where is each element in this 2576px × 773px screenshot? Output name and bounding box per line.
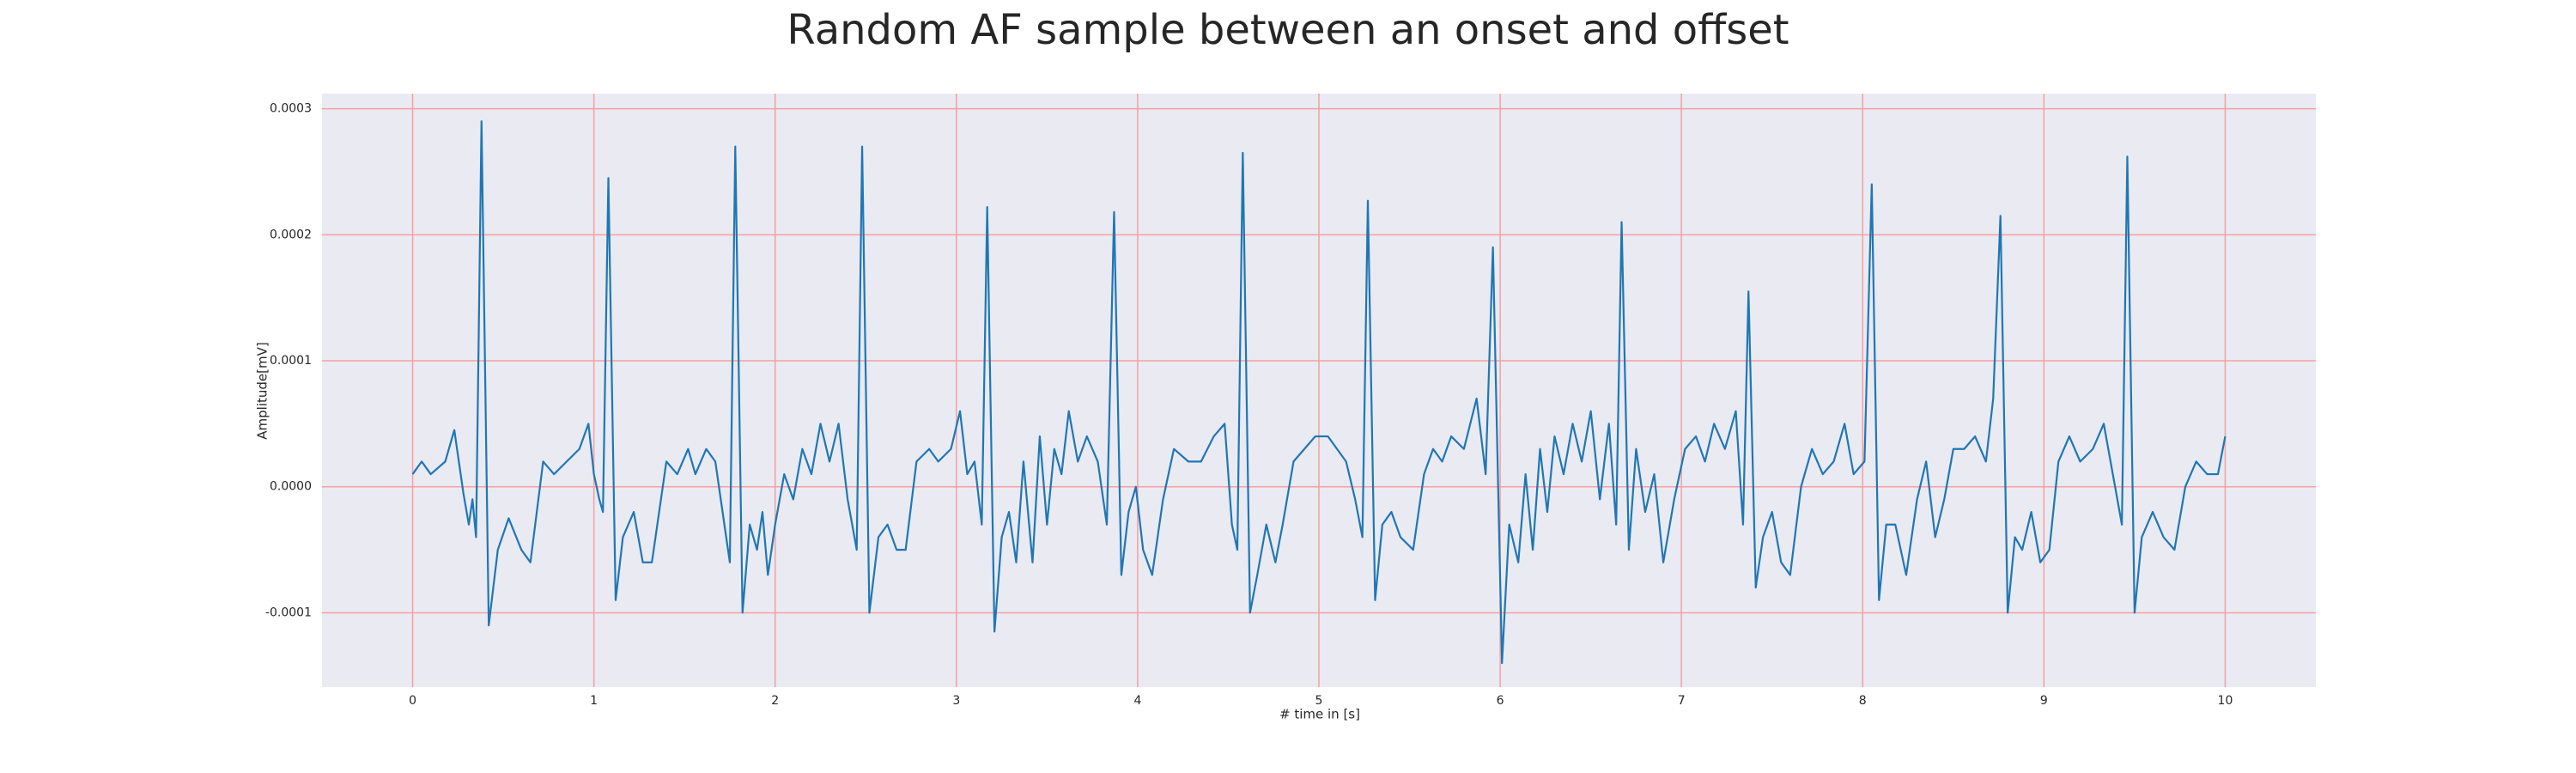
y-tick-label: 0.0001 — [270, 354, 312, 368]
y-tick-label: 0.0003 — [270, 102, 312, 116]
x-axis-label: # time in [s] — [1279, 707, 1360, 722]
x-tick-label: 2 — [771, 694, 779, 708]
x-tick-label: 0 — [409, 694, 416, 708]
x-tick-label: 9 — [2040, 694, 2048, 708]
x-tick-label: 6 — [1497, 694, 1504, 708]
x-tick-label: 3 — [952, 694, 960, 708]
x-tick-label: 1 — [590, 694, 598, 708]
x-tick-label: 7 — [1678, 694, 1686, 708]
y-tick-label: -0.0001 — [265, 606, 312, 619]
x-tick-label: 5 — [1315, 694, 1323, 708]
chart-title: Random AF sample between an onset and of… — [787, 6, 1789, 54]
signal-line — [411, 120, 2227, 665]
x-tick-label: 4 — [1133, 694, 1141, 708]
x-tick-label: 10 — [2218, 694, 2233, 708]
x-tick-label: 8 — [1859, 694, 1867, 708]
y-tick-label: 0.0000 — [270, 480, 312, 494]
y-tick-label: 0.0002 — [270, 228, 312, 241]
y-axis-label: Amplitude[mV] — [255, 342, 270, 439]
